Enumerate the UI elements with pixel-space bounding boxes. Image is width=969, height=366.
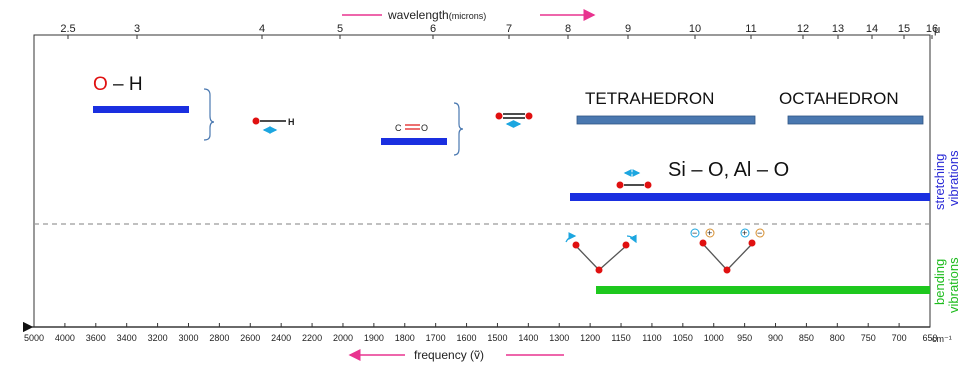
top-tick-label: 2.5 [60, 23, 75, 35]
oh-label: O – H [93, 74, 143, 95]
svg-text:vibrations: vibrations [946, 257, 961, 313]
bottom-tick-label: 1150 [611, 333, 630, 343]
wavelength-label: wavelength(microns) [387, 8, 486, 22]
bottom-tick-label: 2000 [333, 333, 353, 343]
bottom-tick-label: 1100 [642, 333, 661, 343]
bottom-tick-label: 2200 [302, 333, 322, 343]
top-tick-label: 14 [866, 23, 878, 35]
tetrahedron-band [576, 115, 756, 125]
sio-label: Si – O, Al – O [668, 159, 789, 181]
top-tick-label: 7 [506, 23, 512, 35]
bottom-axis-ticks: 5000 4000 3600 3400 3200 3000 2800 2600 2400 2200… [24, 323, 938, 343]
frequency-label: frequency (ṽ) [414, 348, 484, 362]
svg-text:+: + [707, 228, 712, 238]
top-axis-title: wavelength(microns) [342, 8, 596, 22]
svg-text:stretching: stretching [932, 154, 947, 210]
oh-bracket [203, 88, 215, 141]
svg-text:bending: bending [932, 259, 947, 305]
bottom-tick-label: 850 [799, 333, 814, 343]
bending-molecule-2: − + + − [690, 228, 765, 274]
bottom-tick-label: 950 [737, 333, 752, 343]
svg-text:H: H [288, 117, 295, 127]
svg-text:C: C [395, 123, 402, 133]
bottom-tick-label: 3200 [148, 333, 168, 343]
top-tick-label: 9 [625, 23, 631, 35]
top-tick-label: 4 [259, 23, 265, 35]
bottom-tick-label: 3600 [86, 333, 106, 343]
tetrahedron-label: TETRAHEDRON [585, 89, 714, 108]
bottom-tick-label: 2800 [209, 333, 229, 343]
top-tick-label: 5 [337, 23, 343, 35]
top-tick-label: 8 [565, 23, 571, 35]
bending-molecule-1 [565, 232, 637, 274]
ch-molecule: H [252, 117, 295, 134]
co-bracket [453, 102, 464, 156]
top-tick-label: 3 [134, 23, 140, 35]
bottom-tick-label: 1500 [487, 333, 507, 343]
bottom-tick-label: 5000 [24, 333, 44, 343]
top-tick-label: 6 [430, 23, 436, 35]
stretching-vibrations-label: stretching vibrations [932, 150, 961, 210]
bottom-tick-label: 1600 [457, 333, 477, 343]
bottom-tick-label: 650 [922, 333, 937, 343]
top-tick-label: 13 [832, 23, 844, 35]
svg-text:+: + [742, 228, 747, 238]
bottom-tick-label: 2600 [240, 333, 260, 343]
bottom-tick-label: 1200 [580, 333, 600, 343]
svg-text:−: − [757, 228, 762, 238]
bottom-tick-label: 800 [830, 333, 845, 343]
bottom-axis-title: frequency (ṽ) [348, 348, 564, 362]
bottom-axis-unit: cm⁻¹ [932, 334, 952, 344]
bottom-tick-label: 700 [892, 333, 907, 343]
bottom-tick-label: 900 [768, 333, 783, 343]
bending-vibrations-label: bending vibrations [932, 257, 961, 313]
top-tick-label: 11 [745, 23, 756, 35]
octahedron-band [787, 115, 924, 125]
bottom-tick-label: 1050 [673, 333, 693, 343]
octahedron-label: OCTAHEDRON [779, 89, 899, 108]
sio-molecule [616, 169, 652, 189]
top-tick-label: 12 [797, 23, 809, 35]
top-tick-label: 16 [926, 23, 938, 35]
bottom-tick-label: 3400 [117, 333, 137, 343]
top-tick-label: 10 [689, 23, 701, 35]
svg-text:O: O [421, 123, 428, 133]
bottom-tick-label: 1900 [364, 333, 384, 343]
top-axis-ticks: 2.5 3 4 5 6 7 8 9 10 11 12 13 14 15 16 [60, 23, 938, 39]
svg-text:−: − [692, 228, 697, 238]
bending-band [596, 286, 930, 294]
bottom-tick-label: 1000 [704, 333, 724, 343]
top-tick-label: 15 [898, 23, 910, 35]
bottom-tick-label: 2400 [271, 333, 291, 343]
top-axis-unit: μ [934, 24, 940, 36]
oh-band [93, 106, 189, 113]
bottom-tick-label: 750 [861, 333, 876, 343]
plot-frame [33, 34, 931, 328]
bottom-tick-label: 4000 [55, 333, 75, 343]
sio-band [570, 193, 930, 201]
cc-molecule [495, 112, 533, 128]
svg-text:vibrations: vibrations [946, 150, 961, 206]
co-label: C O [395, 123, 428, 133]
bottom-tick-label: 1400 [518, 333, 538, 343]
co-band [381, 138, 447, 145]
bottom-tick-label: 3000 [178, 333, 198, 343]
bottom-tick-label: 1800 [395, 333, 415, 343]
bottom-tick-label: 1700 [426, 333, 446, 343]
bottom-tick-label: 1300 [549, 333, 569, 343]
